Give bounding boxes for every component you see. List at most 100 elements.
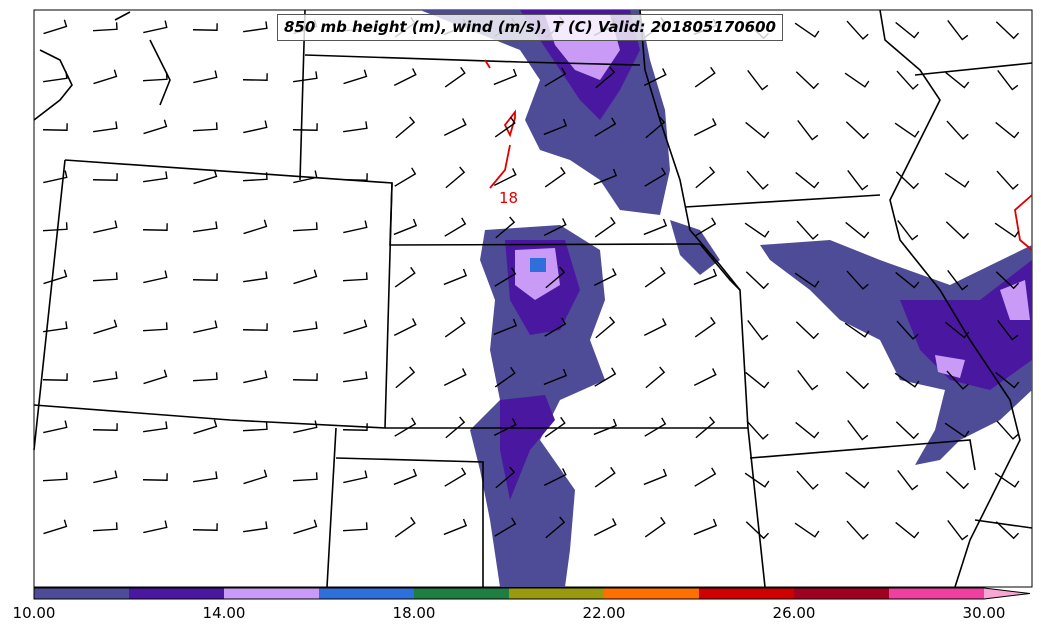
wind-barb: [243, 370, 268, 384]
wind-barb: [846, 20, 869, 40]
colorbar-bin: [319, 588, 415, 599]
wind-barb: [645, 366, 666, 389]
wind-barb: [945, 71, 970, 89]
wind-barb: [243, 521, 268, 533]
wind-barb: [242, 73, 268, 81]
wind-barb: [493, 168, 517, 186]
colorbar-bin: [699, 588, 795, 599]
precip-missouri-edge: [670, 220, 720, 275]
wind-barb: [443, 118, 467, 136]
wind-barb: [93, 69, 118, 85]
wind-barb: [343, 121, 368, 133]
colorbar-bin: [34, 588, 130, 599]
wind-barb: [946, 120, 969, 140]
wind-barb: [292, 222, 318, 232]
wind-barb: [744, 472, 770, 488]
wind-barb: [142, 223, 168, 231]
precip-band-east: [760, 240, 1032, 465]
colorbar-bin: [889, 588, 985, 599]
wind-barb: [143, 270, 168, 284]
wind-barb: [745, 271, 770, 290]
wind-barb: [747, 320, 769, 341]
wind-barb: [945, 221, 970, 240]
wind-barb: [93, 220, 118, 234]
wind-barb: [845, 121, 870, 140]
wind-barb: [994, 472, 1020, 488]
wind-barb: [745, 521, 770, 540]
wind-barb: [193, 320, 218, 334]
wind-barb: [694, 467, 717, 487]
wind-barb: [393, 468, 418, 486]
wind-barb: [243, 219, 268, 235]
wind-barb: [293, 170, 318, 184]
wind-barb: [995, 121, 1020, 139]
wind-barb: [594, 117, 617, 137]
wind-barb: [142, 322, 168, 332]
wind-barb: [394, 516, 416, 538]
wind-barb: [444, 217, 467, 237]
wind-barb: [744, 222, 770, 238]
wind-barb: [593, 518, 617, 536]
wind-barb: [342, 272, 368, 282]
wind-barb: [897, 470, 919, 491]
wind-barb: [493, 68, 518, 86]
wind-barb: [797, 120, 819, 141]
wind-barb: [393, 318, 417, 336]
wind-barb: [995, 271, 1020, 290]
wind-barb: [93, 121, 118, 133]
wind-barb: [293, 321, 318, 333]
wind-barb: [242, 422, 268, 432]
wind-barb: [544, 166, 566, 188]
wind-barb: [92, 272, 118, 282]
wind-barb: [192, 372, 218, 382]
wind-barb: [693, 118, 717, 136]
wind-barb: [644, 167, 667, 187]
wind-barb: [545, 516, 566, 539]
wind-barb: [794, 522, 820, 538]
wind-barb: [43, 71, 68, 83]
wind-barb: [142, 473, 168, 481]
wind-barb: [293, 420, 318, 434]
wind-barb: [543, 118, 568, 136]
wind-barb: [944, 172, 970, 188]
wind-barb: [92, 522, 118, 532]
wind-barb: [694, 316, 716, 338]
precip-shading: [420, 10, 1032, 587]
wind-barb: [594, 466, 616, 488]
wind-barb: [997, 70, 1019, 91]
contour-label: 18: [499, 189, 518, 207]
temperature-contour-east: [1014, 194, 1033, 251]
colorbar-bin: [794, 588, 890, 599]
wind-barb: [846, 270, 869, 290]
wind-barb: [543, 368, 568, 386]
wind-barb: [494, 366, 516, 388]
wind-barb: [644, 417, 667, 437]
wind-barb: [42, 222, 68, 232]
colorbar-tick-label: 22.00: [582, 604, 626, 622]
wind-barb: [93, 371, 118, 383]
wind-barb: [845, 371, 870, 390]
wind-barb: [845, 471, 870, 489]
wind-barb: [844, 72, 870, 88]
wind-barb: [143, 520, 168, 534]
wind-barb: [43, 321, 68, 333]
wind-barb: [342, 522, 368, 532]
wind-barb: [494, 267, 517, 287]
wind-barb: [794, 272, 820, 288]
precip-light-east: [935, 280, 1030, 378]
wind-barb: [895, 21, 920, 39]
wind-barb: [92, 22, 118, 32]
wind-barb: [693, 368, 717, 386]
colorbar-tick-label: 14.00: [202, 604, 246, 622]
wind-barb: [947, 270, 969, 291]
wind-barbs: [42, 16, 1020, 541]
wind-barb: [946, 370, 969, 390]
wind-barb: [93, 470, 118, 484]
wind-barb: [996, 170, 1019, 190]
wind-barb: [293, 519, 318, 535]
wind-barb: [93, 319, 118, 335]
wind-barb: [192, 23, 218, 31]
wind-barb: [494, 517, 517, 537]
wind-barb: [394, 167, 417, 187]
